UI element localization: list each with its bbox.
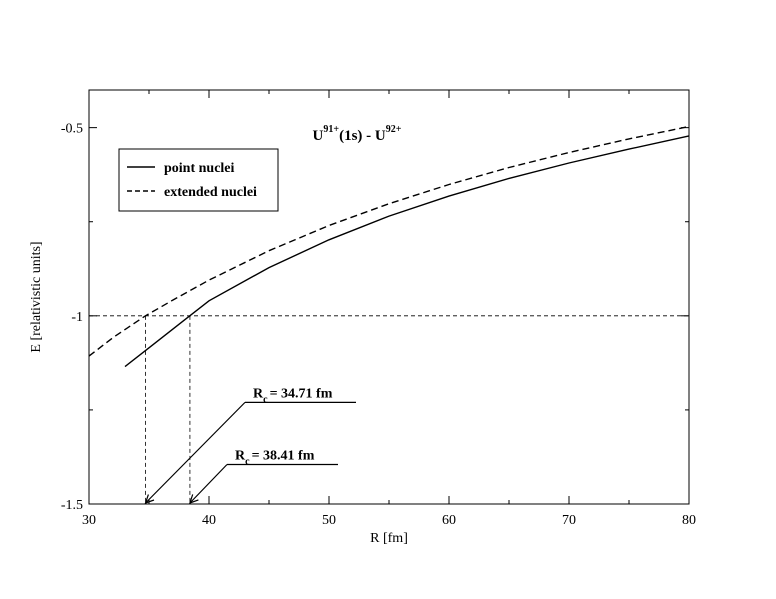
x-tick-label: 60: [442, 513, 456, 528]
title-superscript: 91+: [323, 124, 339, 135]
title-superscript: 92+: [386, 124, 402, 135]
annotation-label: Rc = 34.71 fm: [253, 386, 333, 405]
chart-title: U91+(1s) - U92+: [313, 124, 402, 144]
series-line-point-nuclei: [124, 135, 690, 368]
x-tick-label: 30: [82, 513, 96, 528]
annotation-value: = 34.71 fm: [270, 386, 333, 401]
annotation-arrowhead: [188, 494, 199, 504]
x-tick-label: 50: [322, 513, 336, 528]
annotation-arrowhead: [144, 494, 155, 504]
x-tick-label: 70: [562, 513, 576, 528]
y-tick-label: -1: [71, 310, 83, 325]
legend-box: [118, 148, 279, 212]
annotation-arrow-line: [145, 401, 246, 504]
x-tick-label: 40: [202, 513, 216, 528]
annotation-symbol: R: [253, 386, 264, 401]
annotation-subscript: c: [245, 456, 250, 467]
title-text: U: [313, 128, 324, 144]
legend-label: point nuclei: [164, 161, 235, 176]
annotation-value: = 38.41 fm: [252, 448, 315, 463]
y-axis-label: E [relativistic units]: [29, 241, 44, 352]
annotation-subscript: c: [263, 394, 268, 405]
y-tick-label: -1.5: [61, 498, 83, 513]
title-text: (1s) - U: [339, 128, 386, 144]
annotation-arrow-line: [189, 464, 228, 504]
series-line-extended-nuclei: [88, 125, 690, 357]
y-tick-label: -0.5: [61, 122, 83, 137]
x-tick-label: 80: [682, 513, 696, 528]
annotation-symbol: R: [235, 448, 246, 463]
x-axis-label: R [fm]: [370, 531, 408, 546]
annotation-label: Rc = 38.41 fm: [235, 448, 315, 467]
legend-label: extended nuclei: [164, 185, 257, 200]
